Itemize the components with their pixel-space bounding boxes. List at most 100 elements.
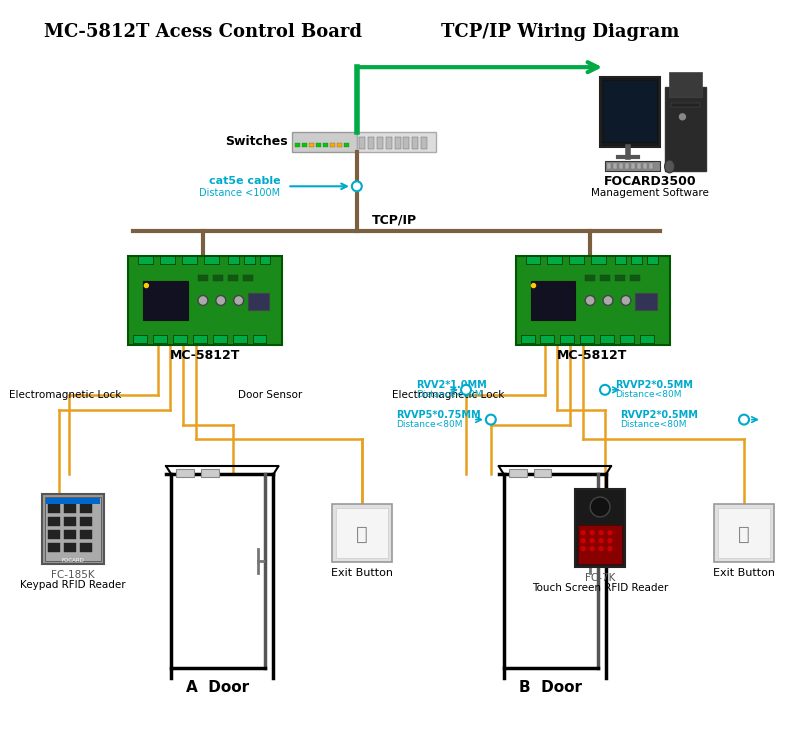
Bar (578, 525, 622, 564)
Bar (204, 255, 219, 264)
Circle shape (585, 296, 595, 305)
Bar (630, 274, 640, 280)
Circle shape (621, 296, 631, 305)
Bar (80, 517, 92, 526)
Text: Distance <100M: Distance <100M (199, 188, 280, 199)
Bar (631, 255, 642, 264)
Circle shape (590, 547, 594, 550)
Text: Management Software: Management Software (590, 188, 709, 199)
Bar (42, 494, 104, 564)
Circle shape (216, 296, 226, 305)
Text: FOCARD: FOCARD (62, 558, 84, 563)
Bar (580, 335, 594, 343)
Bar (646, 255, 658, 264)
Circle shape (198, 296, 208, 305)
Bar (530, 280, 575, 320)
Bar (253, 335, 266, 343)
Bar (292, 131, 357, 152)
Bar (173, 335, 187, 343)
Bar (600, 77, 660, 147)
Text: MC-5812T: MC-5812T (170, 348, 240, 361)
Circle shape (581, 539, 585, 542)
Circle shape (608, 531, 612, 535)
Bar (332, 504, 391, 561)
Bar (228, 255, 238, 264)
Circle shape (599, 547, 603, 550)
Bar (259, 255, 270, 264)
Bar (357, 131, 436, 152)
Bar (176, 469, 194, 477)
Bar (45, 497, 101, 561)
Bar (526, 255, 541, 264)
Bar (615, 274, 625, 280)
Bar (386, 137, 391, 149)
Bar (344, 142, 349, 147)
Circle shape (590, 531, 594, 535)
Circle shape (486, 415, 496, 425)
Bar (635, 293, 657, 310)
Text: FC-7K: FC-7K (585, 574, 615, 583)
Circle shape (144, 283, 148, 288)
Bar (615, 255, 626, 264)
Bar (64, 530, 76, 539)
Bar (570, 255, 584, 264)
Circle shape (600, 385, 610, 395)
Circle shape (599, 531, 603, 535)
Bar (603, 80, 657, 142)
Circle shape (234, 296, 244, 305)
Bar (213, 274, 222, 280)
Bar (620, 335, 634, 343)
Text: Door Sensor: Door Sensor (238, 390, 302, 400)
Bar (591, 255, 606, 264)
Bar (48, 517, 60, 526)
Circle shape (679, 114, 686, 120)
Circle shape (461, 385, 471, 395)
Bar (242, 274, 253, 280)
Text: B  Door: B Door (519, 680, 582, 695)
Text: cat5e cable: cat5e cable (209, 177, 280, 186)
Text: TCP/IP Wiring Diagram: TCP/IP Wiring Diagram (441, 23, 679, 42)
Circle shape (590, 497, 610, 517)
Text: ⚿: ⚿ (738, 526, 750, 545)
Text: RVVP2*0.5MM: RVVP2*0.5MM (620, 410, 698, 420)
Bar (48, 530, 60, 539)
Bar (336, 508, 388, 558)
Bar (547, 255, 562, 264)
Text: FC-185K: FC-185K (51, 570, 94, 580)
Bar (359, 137, 365, 149)
Bar (394, 137, 401, 149)
Text: RVVP5*0.75MM: RVVP5*0.75MM (397, 410, 481, 420)
Bar (193, 335, 207, 343)
Bar (422, 137, 427, 149)
Bar (575, 489, 625, 566)
Bar (182, 255, 197, 264)
Circle shape (603, 296, 613, 305)
Text: Exit Button: Exit Button (713, 569, 775, 578)
Text: Distance<80M: Distance<80M (615, 391, 682, 399)
Bar (368, 137, 374, 149)
Bar (541, 335, 554, 343)
Bar (80, 530, 92, 539)
Text: A  Door: A Door (186, 680, 250, 695)
Bar (316, 142, 321, 147)
Text: Exit Button: Exit Button (330, 569, 393, 578)
Bar (631, 164, 635, 169)
Bar (64, 517, 76, 526)
Bar (201, 469, 219, 477)
Bar (619, 164, 623, 169)
Text: Distance<80M: Distance<80M (620, 420, 686, 429)
Bar (160, 255, 175, 264)
Text: TCP/IP: TCP/IP (372, 213, 417, 226)
Bar (403, 137, 410, 149)
Bar (198, 274, 208, 280)
Bar (48, 504, 60, 513)
Bar (143, 280, 188, 320)
Bar (134, 335, 147, 343)
Bar (649, 164, 653, 169)
Text: Distance<80M: Distance<80M (397, 420, 463, 429)
Bar (605, 161, 660, 172)
Text: Electromagnetic Lock: Electromagnetic Lock (10, 390, 122, 400)
Circle shape (531, 283, 535, 288)
Bar (516, 255, 670, 345)
Bar (637, 164, 641, 169)
